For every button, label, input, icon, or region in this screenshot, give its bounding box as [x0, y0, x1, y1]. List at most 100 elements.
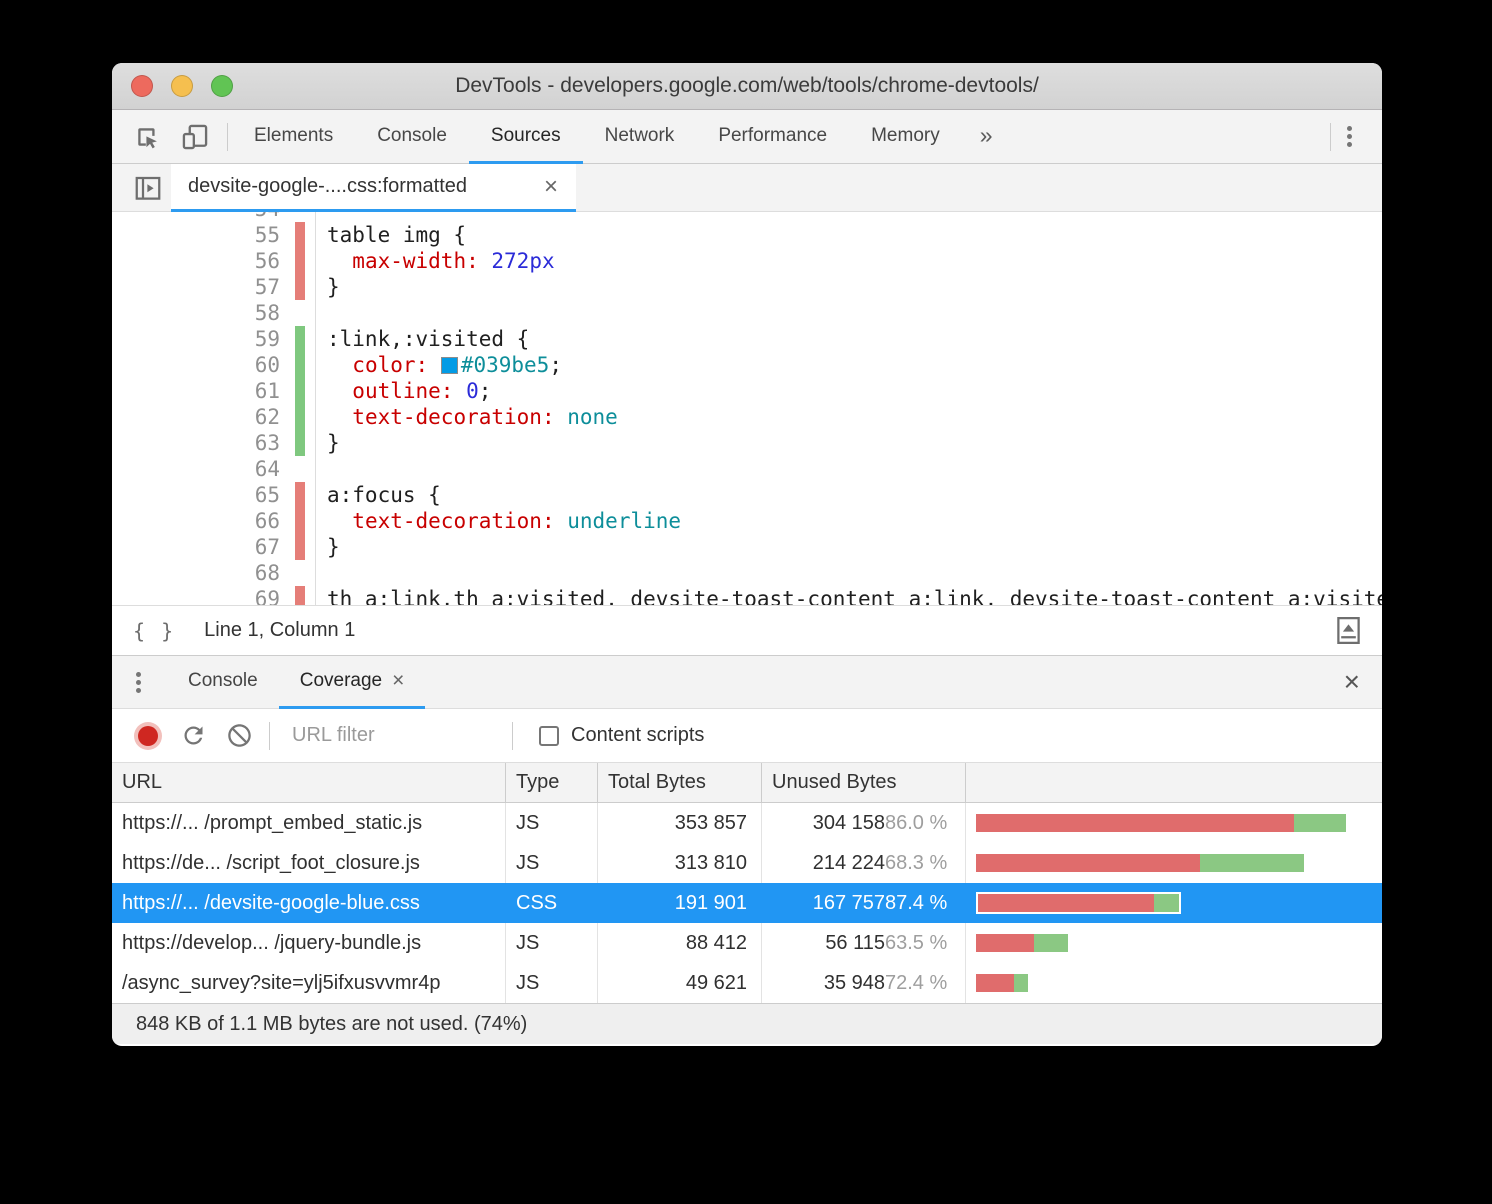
line-number: 60 [254, 353, 280, 377]
code-text: } [327, 431, 340, 455]
coverage-row[interactable]: https://de... /script_foot_closure.js JS 3… [112, 843, 1382, 883]
code-text: table img { [327, 223, 467, 247]
code-line[interactable]: 59:link,:visited { [112, 326, 1382, 352]
panel-tabs: Elements Console Sources Network Performance… [232, 110, 1011, 164]
line-number: 64 [254, 457, 280, 481]
url-cell: https://de... /script_foot_closure.js [112, 843, 506, 883]
coverage-row[interactable]: https://... /devsite-google-blue.css CSS 1… [112, 883, 1382, 923]
code-text: a:focus { [327, 483, 441, 507]
content-scripts-label: Content scripts [571, 724, 705, 746]
tab-sources[interactable]: Sources [468, 110, 583, 164]
usage-bar [976, 934, 1068, 952]
line-number: 56 [254, 249, 280, 273]
unused-bar-segment [976, 814, 1294, 832]
coverage-marker-red [295, 274, 305, 300]
code-line[interactable]: 61 outline: 0; [112, 378, 1382, 404]
tab-console[interactable]: Console [377, 124, 447, 146]
zoom-window-button[interactable] [211, 75, 233, 97]
tab-memory[interactable]: Memory [871, 124, 940, 146]
code-line[interactable]: 60 color: #039be5; [112, 352, 1382, 378]
code-line[interactable]: 69 th a:link,th a:visited, devsite-toast-… [112, 586, 1382, 605]
code-text: color: #039be5; [352, 353, 562, 377]
coverage-marker-green [295, 326, 305, 352]
column-header-bar [966, 763, 1382, 802]
total-bytes-cell: 49 621 [598, 963, 762, 1003]
type-cell: JS [506, 803, 598, 843]
code-text: :link,:visited { [327, 327, 530, 351]
pretty-print-icon[interactable]: { } [133, 618, 176, 643]
total-bytes-cell: 88 412 [598, 923, 762, 963]
line-number: 58 [254, 301, 280, 325]
color-swatch[interactable] [440, 357, 458, 374]
more-tabs-chevron[interactable]: » [979, 122, 993, 148]
code-text: th a:link,th a:visited, devsite-toast-co… [327, 587, 1382, 605]
coverage-row[interactable]: /async_survey?site=ylj5ifxusvvmr4p JS 49 6… [112, 963, 1382, 1003]
line-number: 62 [254, 405, 280, 429]
coverage-table-body: https://... /prompt_embed_static.js JS 353… [112, 803, 1382, 1003]
expand-drawer-icon[interactable] [1335, 615, 1362, 646]
inspect-element-icon[interactable] [131, 121, 163, 153]
usage-bar-cell [966, 963, 1382, 1003]
coverage-table-header: URL Type Total Bytes Unused Bytes [112, 763, 1382, 803]
drawer-tab-console[interactable]: Console [167, 656, 279, 709]
close-drawer-tab-icon[interactable]: × [392, 669, 405, 692]
code-line[interactable]: 54 [112, 212, 1382, 222]
code-line[interactable]: 67} [112, 534, 1382, 560]
tab-network[interactable]: Network [604, 124, 675, 146]
column-header-total-bytes[interactable]: Total Bytes [598, 763, 762, 802]
code-text: text-decoration: underline [352, 509, 682, 533]
used-bar-segment [1154, 894, 1179, 912]
line-number: 63 [254, 431, 280, 455]
code-text: outline: 0; [352, 379, 492, 403]
close-file-tab-icon[interactable]: × [543, 172, 558, 200]
close-window-button[interactable] [131, 75, 153, 97]
tab-performance[interactable]: Performance [718, 124, 828, 146]
close-drawer-icon[interactable]: × [1343, 666, 1360, 697]
coverage-row[interactable]: https://... /prompt_embed_static.js JS 353… [112, 803, 1382, 843]
line-number: 54 [112, 212, 280, 222]
code-line[interactable]: 55 table img { [112, 222, 1382, 248]
line-number: 69 [254, 587, 280, 605]
coverage-row[interactable]: https://develop... /jquery-bundle.js JS 88… [112, 923, 1382, 963]
used-bar-segment [1200, 854, 1304, 872]
code-line[interactable]: 57} [112, 274, 1382, 300]
sources-file-tabbar: devsite-google-....css:formatted × [112, 164, 1382, 212]
used-bar-segment [1294, 814, 1346, 832]
device-toolbar-icon[interactable] [179, 121, 211, 153]
usage-bar [976, 854, 1304, 872]
code-line[interactable]: 58 [112, 300, 1382, 326]
code-line[interactable]: 63} [112, 430, 1382, 456]
code-line[interactable]: 65 a:focus { [112, 482, 1382, 508]
code-line[interactable]: 66 text-decoration: underline [112, 508, 1382, 534]
code-text: text-decoration: none [352, 405, 618, 429]
tab-elements[interactable]: Elements [254, 124, 334, 146]
column-header-url[interactable]: URL [112, 763, 506, 802]
coverage-marker-green [295, 430, 305, 456]
clear-icon[interactable] [223, 720, 255, 752]
url-filter-input[interactable] [292, 724, 512, 747]
code-line[interactable]: 68 [112, 560, 1382, 586]
record-icon[interactable] [138, 725, 158, 746]
drawer-tab-coverage[interactable]: Coverage × [278, 656, 426, 709]
code-text: } [327, 275, 340, 299]
type-cell: JS [506, 843, 598, 883]
drawer-kebab-menu-icon[interactable] [136, 679, 141, 685]
code-line[interactable]: 64 [112, 456, 1382, 482]
column-header-unused-bytes[interactable]: Unused Bytes [762, 763, 966, 802]
coverage-marker-red [295, 586, 305, 605]
code-line[interactable]: 62 text-decoration: none [112, 404, 1382, 430]
unused-bytes-cell: 214 224 68.3 % [762, 843, 966, 883]
minimize-window-button[interactable] [171, 75, 193, 97]
column-header-type[interactable]: Type [506, 763, 598, 802]
toolbar-separator [1330, 122, 1331, 151]
line-number: 66 [254, 509, 280, 533]
reload-icon[interactable] [177, 720, 209, 752]
coverage-marker-red [295, 508, 305, 534]
content-scripts-checkbox[interactable] [539, 725, 559, 746]
file-tab-devsite-css[interactable]: devsite-google-....css:formatted × [171, 164, 576, 212]
code-editor[interactable]: 5455table img {56 max-width: 272px57}585… [112, 212, 1382, 605]
navigator-toggle-icon[interactable] [132, 164, 164, 211]
code-line[interactable]: 56 max-width: 272px [112, 248, 1382, 274]
window-title: DevTools - developers.google.com/web/too… [455, 74, 1039, 97]
kebab-menu-icon[interactable] [1347, 134, 1352, 139]
